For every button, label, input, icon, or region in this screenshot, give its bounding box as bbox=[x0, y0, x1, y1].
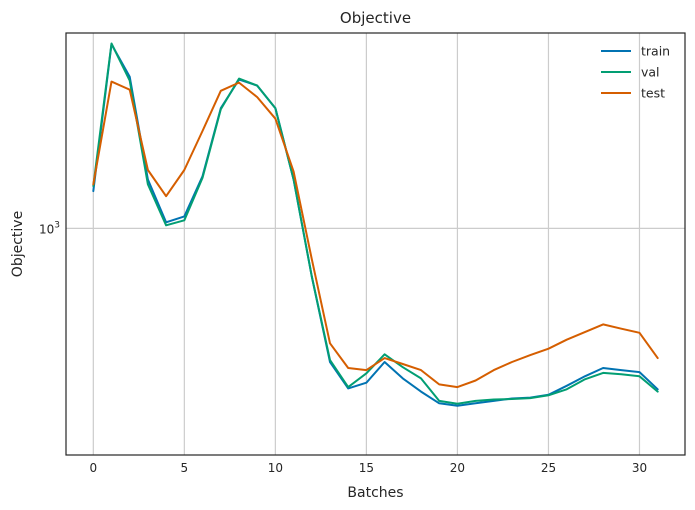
x-tick-label: 10 bbox=[268, 461, 283, 475]
grid-lines bbox=[66, 33, 685, 455]
x-tick-label: 20 bbox=[450, 461, 465, 475]
x-axis-label: Batches bbox=[347, 485, 403, 501]
series-lines bbox=[92, 42, 659, 407]
legend: train val test bbox=[601, 44, 670, 101]
chart-title: Objective bbox=[340, 9, 411, 27]
legend-label-test: test bbox=[641, 86, 665, 101]
series-line-val bbox=[92, 42, 659, 405]
y-axis-label: Objective bbox=[10, 211, 26, 277]
series-line-test bbox=[92, 80, 659, 389]
x-tick-label: 30 bbox=[632, 461, 647, 475]
x-tick-label: 5 bbox=[181, 461, 189, 475]
y-tick-label: 103 bbox=[39, 220, 60, 236]
tick-labels: 0 5 10 15 20 25 30 103 bbox=[39, 220, 647, 475]
plot-area-frame bbox=[65, 32, 686, 456]
series-line-train bbox=[92, 43, 659, 407]
legend-label-val: val bbox=[641, 65, 660, 80]
x-tick-label: 15 bbox=[359, 461, 374, 475]
x-tick-label: 25 bbox=[541, 461, 556, 475]
x-tick-label: 0 bbox=[89, 461, 97, 475]
legend-label-train: train bbox=[641, 44, 670, 59]
